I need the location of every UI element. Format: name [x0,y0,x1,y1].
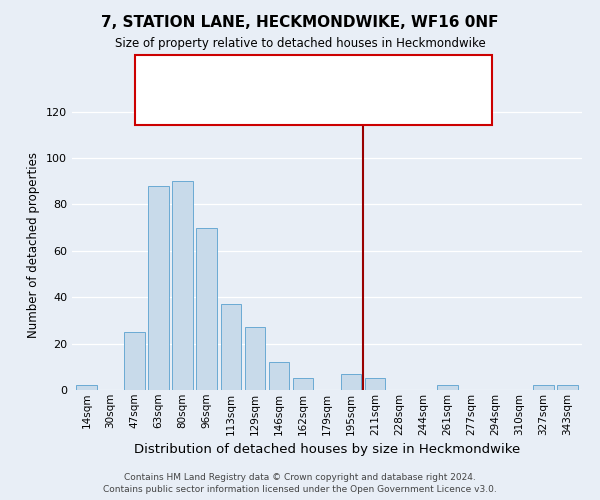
Bar [437,386,458,390]
Text: Contains public sector information licensed under the Open Government Licence v3: Contains public sector information licen… [103,485,497,494]
Bar [293,378,313,390]
Y-axis label: Number of detached properties: Number of detached properties [28,152,40,338]
Text: Size of property relative to detached houses in Heckmondwike: Size of property relative to detached ho… [115,38,485,51]
Bar [365,378,385,390]
Text: Contains HM Land Registry data © Crown copyright and database right 2024.: Contains HM Land Registry data © Crown c… [124,472,476,482]
Bar [196,228,217,390]
Bar [245,328,265,390]
Bar [269,362,289,390]
Bar [76,386,97,390]
Bar [172,181,193,390]
Text: 7 STATION LANE: 187sqm: 7 STATION LANE: 187sqm [229,68,397,80]
Bar [341,374,361,390]
Text: 4% of semi-detached houses are larger (13) →: 4% of semi-detached houses are larger (1… [176,89,450,102]
Text: Distribution of detached houses by size in Heckmondwike: Distribution of detached houses by size … [134,442,520,456]
Bar [148,186,169,390]
Bar [533,386,554,390]
Text: ← 96% of detached houses are smaller (357): ← 96% of detached houses are smaller (35… [181,78,446,90]
Text: 7, STATION LANE, HECKMONDWIKE, WF16 0NF: 7, STATION LANE, HECKMONDWIKE, WF16 0NF [101,15,499,30]
Bar [557,386,578,390]
Bar [221,304,241,390]
Bar [124,332,145,390]
